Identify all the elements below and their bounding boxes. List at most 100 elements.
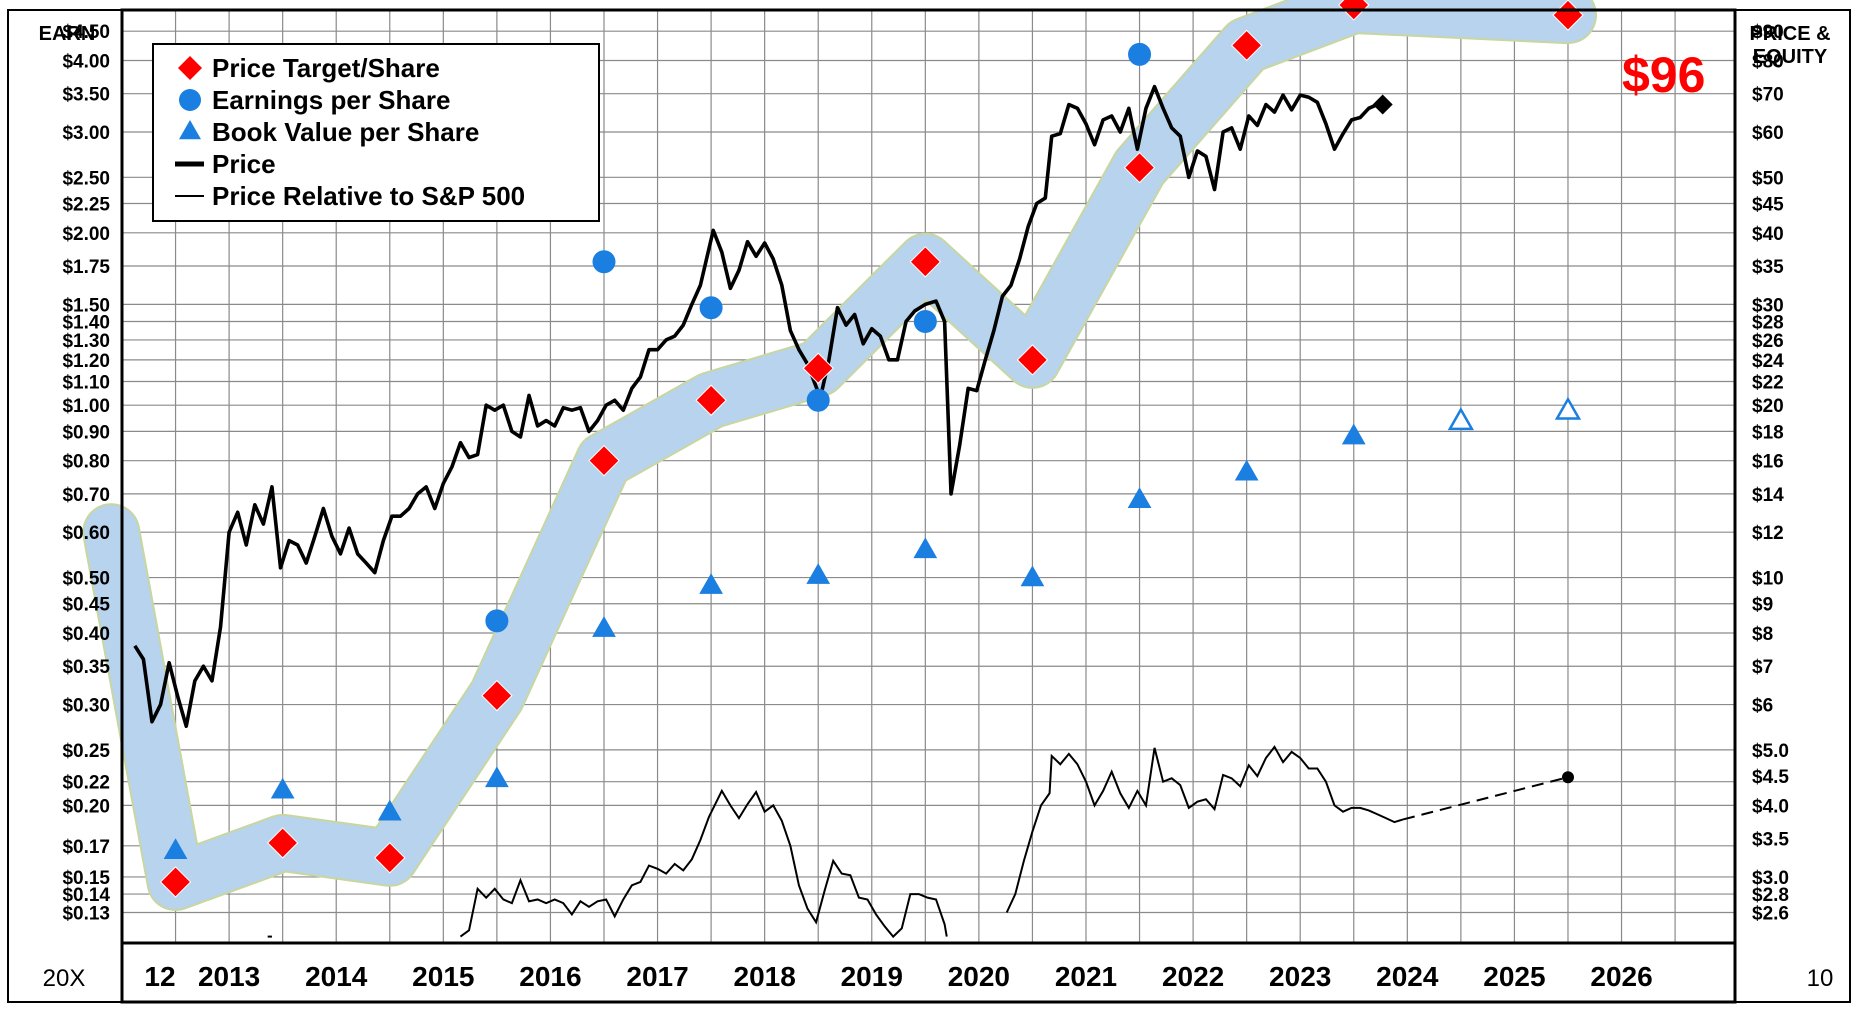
x-tick-label: 2022 <box>1162 961 1224 992</box>
x-tick-label: 2025 <box>1483 961 1545 992</box>
x-tick-label: 2013 <box>198 961 260 992</box>
book-value-marker <box>806 563 831 584</box>
x-tick-label: 2015 <box>412 961 474 992</box>
legend-symbol-book-value <box>179 120 201 140</box>
right-tick-label: $26 <box>1752 331 1784 352</box>
x-tick-label: 2018 <box>734 961 796 992</box>
right-tick-label: $90 <box>1752 22 1784 43</box>
right-tick-label: $28 <box>1752 313 1784 334</box>
x-tick-label: 2019 <box>841 961 903 992</box>
target-price-label-wrap: $96 <box>1622 47 1705 103</box>
book-value-marker <box>1447 407 1475 431</box>
x-tick-label: 2023 <box>1269 961 1331 992</box>
left-tick-label: $0.35 <box>62 657 110 678</box>
legend-label-price: Price <box>212 149 276 179</box>
right-tick-label: $18 <box>1752 422 1784 443</box>
x-tick-label: 2024 <box>1376 961 1439 992</box>
right-axis-title-line1: PRICE & <box>1749 23 1830 45</box>
price-target-marker <box>909 246 942 278</box>
legend-symbol-price-target <box>178 56 202 80</box>
eps-marker <box>592 250 616 274</box>
eps-marker <box>485 609 509 633</box>
bottom-left-label: 20X <box>43 965 86 992</box>
legend-label-eps: Earnings per Share <box>212 85 450 115</box>
outer-border <box>7 9 1851 1003</box>
left-tick-label: $0.13 <box>62 904 110 925</box>
left-tick-label: $1.50 <box>62 295 110 316</box>
left-tick-label: $4.50 <box>62 22 110 43</box>
x-tick-label: 2020 <box>948 961 1010 992</box>
right-tick-label: $5.0 <box>1752 741 1789 762</box>
left-tick-label: $0.22 <box>62 773 110 794</box>
legend-label-bvps: Book Value per Share <box>212 117 479 147</box>
eps-marker <box>1128 42 1152 66</box>
right-tick-label: $70 <box>1752 85 1784 106</box>
x-tick-label: 2014 <box>305 961 368 992</box>
latest-price-marker <box>1372 94 1393 115</box>
left-tick-label: $0.60 <box>62 523 110 544</box>
right-tick-label: $7 <box>1752 657 1773 678</box>
left-tick-label: $0.30 <box>62 696 110 717</box>
right-tick-label: $4.5 <box>1752 767 1789 788</box>
left-tick-label: $1.00 <box>62 396 110 417</box>
book-value-marker <box>377 799 402 821</box>
target-price-label: $96 <box>1622 47 1705 103</box>
book-value-marker <box>592 616 616 637</box>
right-axis-title-line2: EQUITY <box>1753 46 1828 68</box>
right-tick-label: $35 <box>1752 257 1784 278</box>
book-value-marker <box>913 537 938 559</box>
book-value-marker <box>1127 487 1152 509</box>
right-tick-label: $2.6 <box>1752 904 1789 925</box>
left-tick-label: $1.30 <box>62 331 110 352</box>
left-tick-label: $3.00 <box>62 123 110 144</box>
right-tick-label: $4.0 <box>1752 796 1789 817</box>
left-tick-label: $0.50 <box>62 569 110 590</box>
plot-frame <box>7 8 1851 1004</box>
left-tick-label: $0.40 <box>62 624 110 645</box>
right-tick-label: $9 <box>1752 595 1773 616</box>
x-tick-label: 2016 <box>519 961 581 992</box>
right-tick-label: $10 <box>1752 569 1784 590</box>
book-value-marker <box>270 777 295 799</box>
right-tick-label: $60 <box>1752 123 1784 144</box>
price-target-marker <box>588 444 620 477</box>
price-target-marker <box>1230 29 1263 62</box>
left-tick-label: $0.15 <box>62 868 110 889</box>
left-tick-label: $1.75 <box>62 257 110 278</box>
left-tick-label: $0.17 <box>62 837 110 858</box>
left-tick-label: $0.20 <box>62 796 110 817</box>
left-tick-label: $1.20 <box>62 351 110 372</box>
eps-marker <box>806 388 830 412</box>
left-tick-label: $0.45 <box>62 595 110 616</box>
left-tick-label: $2.50 <box>62 168 110 189</box>
book-value-marker <box>1341 423 1366 445</box>
legend-label-relative: Price Relative to S&P 500 <box>212 181 525 211</box>
right-tick-label: $16 <box>1752 452 1784 473</box>
legend-box <box>152 43 600 222</box>
book-value-marker <box>699 573 723 594</box>
x-tick-label: 2017 <box>626 961 688 992</box>
left-tick-label: $0.70 <box>62 485 110 506</box>
right-tick-label: $45 <box>1752 195 1784 216</box>
left-tick-label: $0.80 <box>62 452 110 473</box>
right-tick-label: $2.8 <box>1752 885 1789 906</box>
left-tick-label: $2.25 <box>62 195 110 216</box>
right-tick-label: $40 <box>1752 224 1784 245</box>
relative-to-sp500-line <box>459 788 948 939</box>
axes-layer: $4.50 $4.00 $3.50 $3.00 $2.50 $2.25 $2.00 $1.75… <box>62 22 1789 992</box>
left-tick-label: $4.00 <box>62 51 110 72</box>
price-target-marker <box>159 866 192 898</box>
right-tick-label: $3.5 <box>1752 830 1789 851</box>
eps-marker <box>699 296 723 320</box>
right-tick-label: $8 <box>1752 624 1773 645</box>
left-tick-label: $2.00 <box>62 224 110 245</box>
relative-projection-line <box>1402 776 1569 821</box>
book-value-marker <box>163 838 188 859</box>
price-line <box>133 84 1379 729</box>
left-tick-label: $0.14 <box>62 885 110 906</box>
x-tick-label: 2026 <box>1590 961 1652 992</box>
relative-to-sp500-line <box>1005 745 1404 913</box>
